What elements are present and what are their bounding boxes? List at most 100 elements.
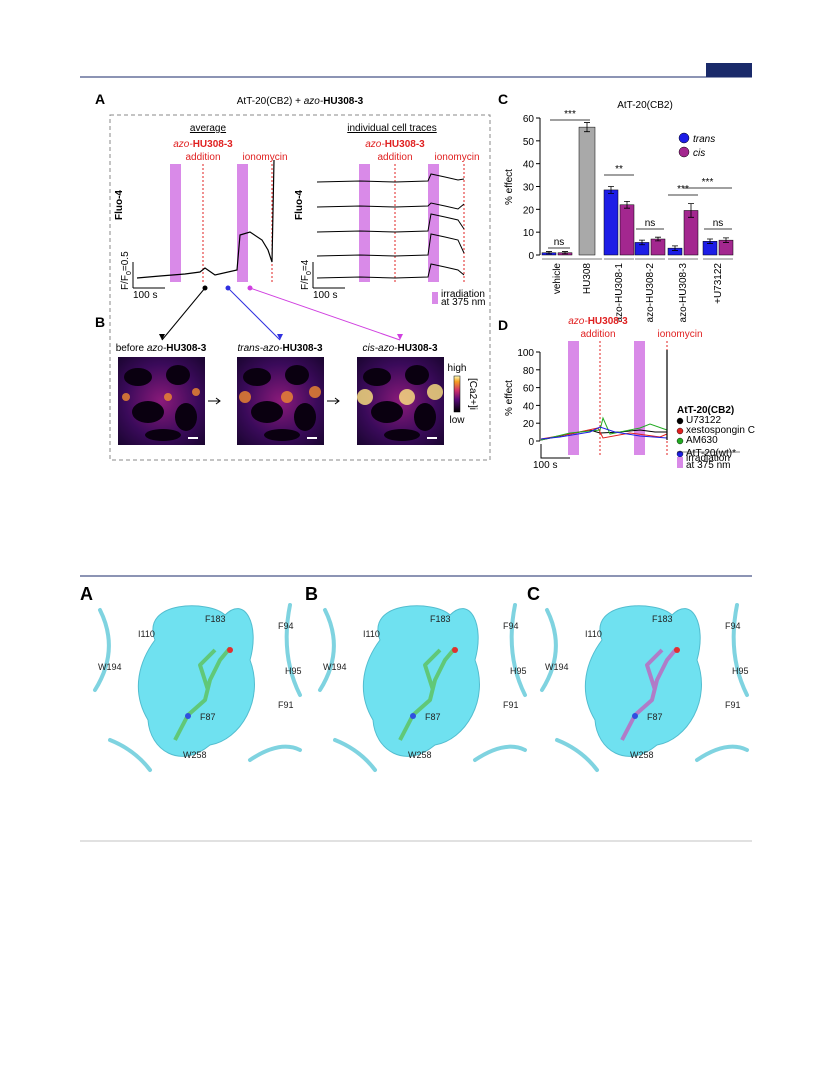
ribbon [248, 744, 302, 762]
residue-label: F94 [278, 621, 294, 631]
cell [285, 365, 309, 385]
scale-label: F/F0=4 [300, 259, 313, 290]
residue-label: F87 [200, 712, 216, 722]
residue-label: W194 [323, 662, 347, 672]
hotspot [357, 389, 373, 405]
legend-text: trans [693, 134, 715, 145]
ribbon [555, 738, 599, 772]
bar [578, 126, 596, 256]
time-scale: 100 s [533, 460, 557, 471]
error-bar [584, 122, 590, 133]
y-tick-label: 40 [523, 401, 535, 412]
panel-label: B [305, 584, 318, 604]
scale-sub: 0 [126, 271, 133, 275]
y-tick-label: 20 [523, 205, 535, 216]
ligand-atom [674, 647, 680, 653]
binding-pocket [137, 605, 255, 757]
arrow [249, 287, 401, 341]
error-bar [624, 200, 630, 209]
title-bold: HU308-3 [323, 96, 363, 107]
cell [166, 365, 190, 385]
caption-italic: azo- [147, 343, 167, 354]
residue-label: H95 [285, 666, 302, 676]
title-text: AtT-20(CB2) + [237, 96, 304, 107]
heading: individual cell traces [347, 123, 437, 134]
irradiation-band [428, 164, 439, 282]
residue-label: F183 [205, 614, 226, 624]
error-bar [672, 245, 678, 251]
average-trace [136, 159, 275, 279]
caption-italic: trans-azo- [237, 343, 283, 354]
colorbar-low: low [449, 415, 465, 426]
cell [145, 429, 181, 441]
error-bar [608, 186, 614, 194]
ligand [620, 646, 679, 741]
bar-chart: AtT-20(CB2) % effect 0 10 20 30 40 50 60 vehicle H… [504, 100, 734, 323]
scale-main: F/F [120, 275, 131, 290]
y-label: Fluo-4 [294, 190, 305, 220]
cell [124, 368, 152, 386]
residue-label: F87 [647, 712, 663, 722]
ribbon [284, 603, 302, 697]
cell [405, 365, 429, 385]
hotspot [239, 391, 251, 403]
ribbon [509, 603, 527, 697]
cell-trace [316, 233, 465, 257]
hotspot [192, 388, 200, 396]
y-tick-label: 60 [523, 114, 535, 125]
ligand-atom [227, 647, 233, 653]
structure-panels: A F183 F94 I110 W194 H95 F87 F91 W258 B F183 F94 I11… [80, 584, 749, 772]
ribbon [333, 738, 377, 772]
trace-chart: azo-HU308-3 addition ionomycin % effect 0 20 4… [504, 316, 755, 471]
image-row: before azo-HU308-3 trans-azo-HU308-3 cis-a… [116, 285, 478, 445]
residue-label: I110 [138, 629, 155, 639]
irradiation-band [237, 164, 248, 282]
cell-trace [316, 173, 465, 183]
cell [384, 429, 420, 441]
scale-label: F/F0=0.5 [120, 251, 133, 290]
residue-label: F183 [430, 614, 451, 624]
image-caption: trans-azo-HU308-3 [237, 343, 322, 354]
binding-pocket [584, 605, 702, 757]
arrow-head [277, 334, 283, 340]
scale-main: F/F [300, 275, 311, 290]
y-tick-label: 40 [523, 160, 535, 171]
x-tick-label: azo-HU308-3 [678, 263, 689, 323]
hotspot [427, 384, 443, 400]
panel-title: AtT-20(CB2) + azo-HU308-3 [237, 96, 364, 107]
legend-text: U73122 [686, 415, 721, 426]
ligand-atom [185, 713, 191, 719]
y-tick-label: 0 [528, 437, 534, 448]
legend-text: at 375 nm [686, 460, 730, 471]
cell [264, 429, 300, 441]
panel-label: A [80, 584, 93, 604]
residue-label: F94 [503, 621, 519, 631]
legend-text: AtT-20(wt)* [686, 448, 736, 459]
arrow-head [397, 334, 403, 340]
drug-bold: HU308-3 [588, 316, 628, 327]
addition-label: addition [185, 152, 220, 163]
caption-bold: HU308-3 [166, 343, 206, 354]
cell [363, 368, 391, 386]
time-scale: 100 s [313, 290, 337, 301]
ionomycin-label: ionomycin [242, 152, 287, 163]
y-tick-label: 0 [528, 251, 534, 262]
error-bar [546, 251, 552, 255]
ribbon [108, 738, 152, 772]
y-tick-label: 60 [523, 384, 535, 395]
drug-italic: azo- [568, 316, 588, 327]
residue-label: F87 [425, 712, 441, 722]
ligand-atom [632, 713, 638, 719]
panel-label: D [498, 317, 508, 333]
arrow [227, 287, 281, 341]
cell-trace [316, 202, 465, 210]
residue-label: I110 [363, 629, 380, 639]
scale-bar [540, 444, 570, 459]
residue-label: H95 [732, 666, 749, 676]
x-tick-label: +U73122 [713, 263, 724, 304]
legend-marker [678, 132, 690, 144]
chart-title: AtT-20(CB2) [617, 100, 673, 111]
legend-text: cis [693, 148, 705, 159]
